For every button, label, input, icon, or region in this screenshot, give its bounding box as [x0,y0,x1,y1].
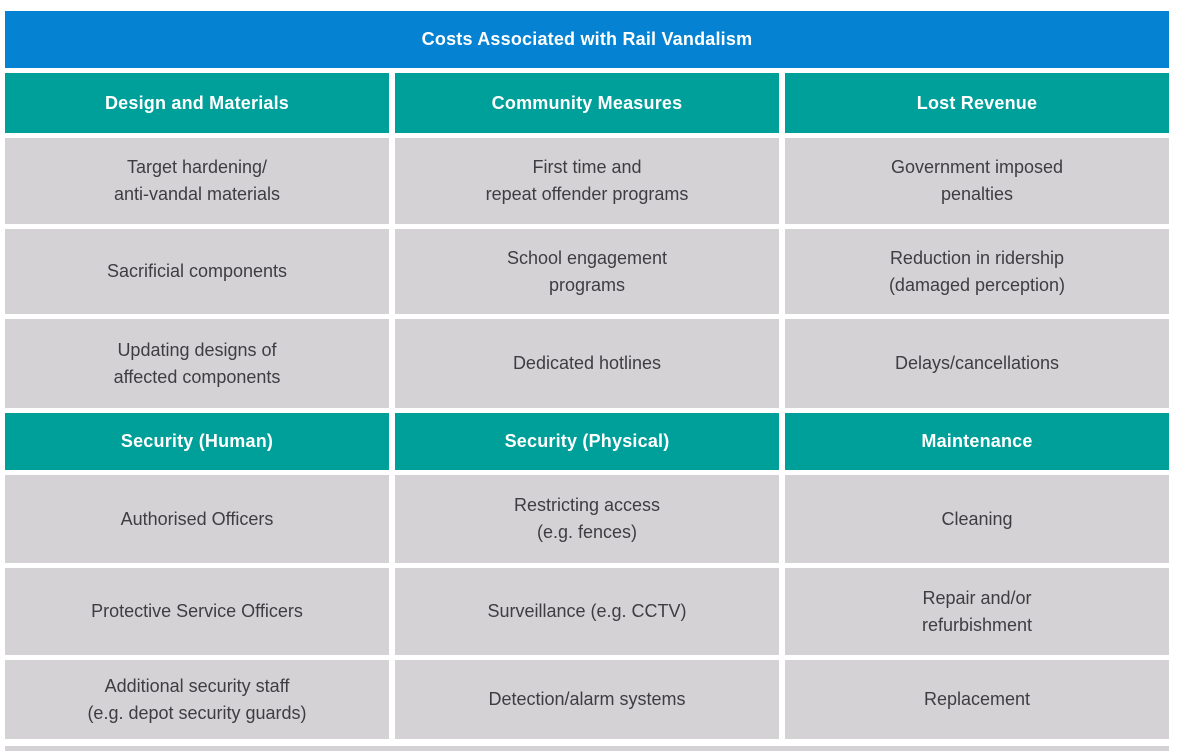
table-cell: Surveillance (e.g. CCTV) [395,568,779,655]
cutoff-row-strip [5,746,1169,751]
column-header-maintenance: Maintenance [785,413,1169,470]
column-header-design-and-materials: Design and Materials [5,73,389,133]
table-cell: Protective Service Officers [5,568,389,655]
column-header-community-measures: Community Measures [395,73,779,133]
table-title: Costs Associated with Rail Vandalism [5,11,1169,68]
column-header-security-physical: Security (Physical) [395,413,779,470]
table-cell: Restricting access (e.g. fences) [395,475,779,563]
table-cell: School engagement programs [395,229,779,314]
table-cell: Cleaning [785,475,1169,563]
table-cell: Replacement [785,660,1169,739]
table-cell: Government imposed penalties [785,138,1169,224]
table-cell: First time and repeat offender programs [395,138,779,224]
column-header-security-human: Security (Human) [5,413,389,470]
table-cell: Updating designs of affected components [5,319,389,408]
table-cell: Delays/cancellations [785,319,1169,408]
table-cell: Sacrificial components [5,229,389,314]
table-cell: Additional security staff (e.g. depot se… [5,660,389,739]
table-cell: Authorised Officers [5,475,389,563]
costs-table: Costs Associated with Rail Vandalism Des… [5,11,1169,739]
table-cell: Repair and/or refurbishment [785,568,1169,655]
column-header-lost-revenue: Lost Revenue [785,73,1169,133]
table-cell: Target hardening/ anti-vandal materials [5,138,389,224]
table-cell: Reduction in ridership (damaged percepti… [785,229,1169,314]
table-cell: Dedicated hotlines [395,319,779,408]
table-cell: Detection/alarm systems [395,660,779,739]
